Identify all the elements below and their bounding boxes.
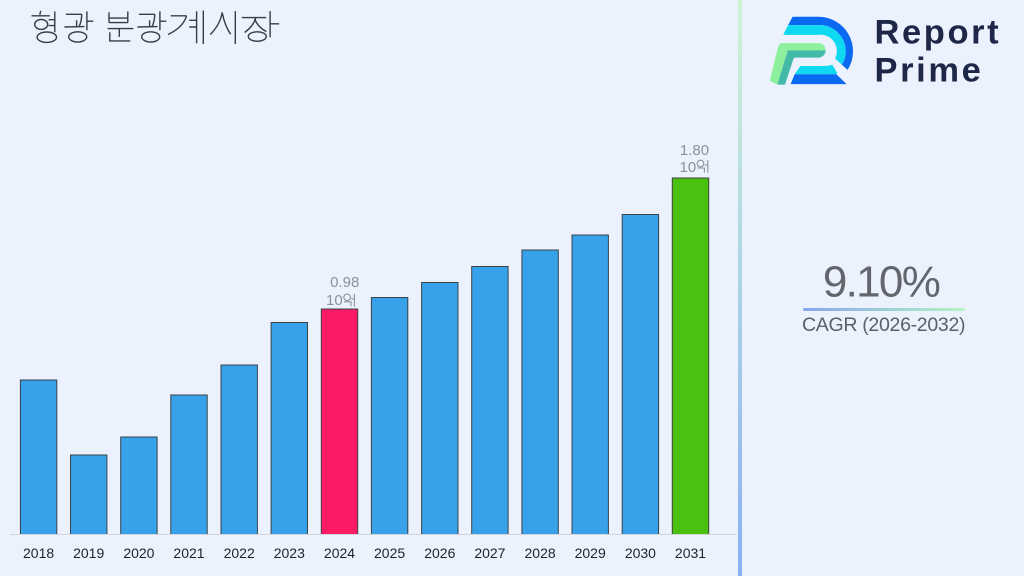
svg-text:2029: 2029: [575, 545, 606, 561]
svg-text:2021: 2021: [173, 545, 204, 561]
svg-text:2031: 2031: [675, 545, 706, 561]
svg-text:10: 10: [680, 159, 697, 176]
svg-text:2025: 2025: [374, 545, 405, 561]
svg-text:1.80: 1.80: [680, 142, 709, 159]
svg-text:2022: 2022: [224, 545, 255, 561]
svg-text:9.10%: 9.10%: [823, 257, 940, 306]
svg-text:2024: 2024: [324, 545, 355, 561]
svg-text:CAGR (2026-2032): CAGR (2026-2032): [802, 314, 965, 336]
svg-text:2023: 2023: [274, 545, 305, 561]
svg-text:2019: 2019: [73, 545, 104, 561]
svg-text:2020: 2020: [123, 545, 154, 561]
svg-text:Prime: Prime: [875, 52, 984, 90]
svg-text:2026: 2026: [424, 545, 455, 561]
svg-text:2018: 2018: [23, 545, 54, 561]
svg-text:2028: 2028: [525, 545, 556, 561]
svg-text:2027: 2027: [474, 545, 505, 561]
svg-text:Report: Report: [875, 13, 1002, 51]
svg-text:0.98: 0.98: [330, 274, 359, 291]
svg-text:10: 10: [326, 292, 343, 309]
svg-text:2030: 2030: [625, 545, 656, 561]
